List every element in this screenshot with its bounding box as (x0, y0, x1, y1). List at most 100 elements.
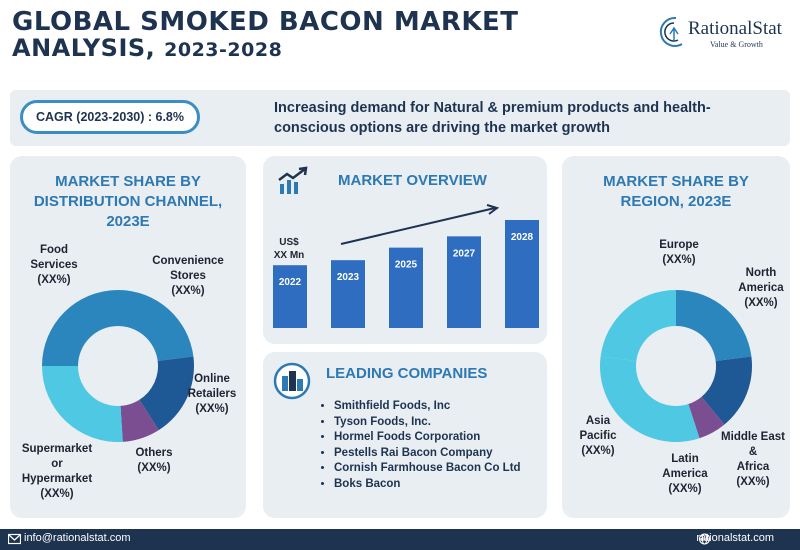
title-line-2-main: ANALYSIS, (12, 34, 165, 63)
label-online-l1: Online (194, 373, 230, 385)
overview-panel: MARKET OVERVIEW US$ XX Mn 2022 2023 2025 20… (263, 156, 547, 344)
bar-2027 (447, 236, 481, 328)
donut-slice-food-services (42, 290, 118, 366)
company-item: Hormel Foods Corporation (334, 430, 554, 446)
label-others-l1: Others (135, 447, 173, 459)
bar-label-2025: 2025 (395, 260, 418, 271)
distribution-title: MARKET SHARE BY DISTRIBUTION CHANNEL, 20… (33, 173, 223, 230)
region-title: MARKET SHARE BY REGION, 2023E (603, 173, 749, 210)
label-mea-l1: Middle East (721, 431, 785, 443)
title-line-1: GLOBAL SMOKED BACON MARKET (12, 7, 519, 37)
donut-slice-latin-america (688, 396, 725, 439)
donut-slice-north-america (676, 290, 752, 361)
company-item: Boks Bacon (334, 477, 554, 493)
donut-slice-supermarket-or-hypermarket (42, 366, 123, 442)
label-food-services-l2: Services (30, 259, 78, 271)
label-latin-america: Latin America (XX%) (650, 452, 720, 497)
unit-label-l2: XX Mn (273, 250, 305, 261)
trend-arrow-line (340, 207, 496, 245)
title-line-2: ANALYSIS, 2023-2028 (12, 34, 572, 63)
label-supermarket-value: (XX%) (40, 488, 74, 500)
label-mea-l2: & (748, 446, 758, 458)
globe-icon (698, 533, 711, 545)
label-online-value: (XX%) (195, 403, 229, 415)
label-latam-l2: America (662, 468, 708, 480)
label-others: Others (XX%) (122, 446, 186, 476)
unit-label: US$ XX Mn (267, 236, 311, 262)
label-online-l2: Retailers (187, 388, 237, 400)
label-mea-value: (XX%) (736, 476, 770, 488)
donut-slice-online-retailers (139, 356, 194, 431)
distribution-donut-chart (42, 290, 194, 442)
company-item: Pestells Rai Bacon Company (334, 446, 554, 462)
label-latam-l1: Latin (671, 453, 699, 465)
bar-label-2028: 2028 (511, 232, 534, 243)
logo-tagline: Value & Growth (710, 40, 763, 49)
company-item: Tyson Foods, Inc. (334, 415, 554, 431)
label-middle-east-africa: Middle East & Africa (XX%) (716, 430, 790, 490)
footer-email-link[interactable]: info@rationalstat.com (24, 532, 131, 544)
label-mea-l3: Africa (736, 461, 770, 473)
label-na-l2: America (738, 282, 784, 294)
bar-label-2027: 2027 (453, 248, 476, 259)
rationalstat-logo[interactable]: RationalStat Value & Growth (658, 14, 788, 54)
label-apac-l2: Pacific (579, 430, 617, 442)
label-food-services-value: (XX%) (37, 274, 71, 286)
cagr-banner: CAGR (2023-2030) : 6.8% Increasing deman… (10, 90, 790, 146)
label-na-value: (XX%) (744, 297, 778, 309)
banner-text: Increasing demand for Natural & premium … (274, 100, 711, 136)
market-overview-bar-chart: 2022 2023 2025 2027 2028 (273, 204, 539, 328)
label-europe-value: (XX%) (662, 254, 696, 266)
label-supermarket: Supermarket or Hypermarket (XX%) (14, 442, 100, 502)
bar-2022 (273, 265, 307, 328)
label-apac-value: (XX%) (581, 445, 615, 457)
trend-arrow-head (486, 204, 500, 215)
label-latam-value: (XX%) (668, 483, 702, 495)
company-item: Smithfield Foods, Inc (334, 399, 554, 415)
label-supermarket-l3: Hypermarket (21, 473, 93, 485)
overview-title: MARKET OVERVIEW (338, 172, 487, 189)
bar-2028 (505, 220, 539, 328)
label-convenience-value: (XX%) (171, 285, 205, 297)
label-online-retailers: Online Retailers (XX%) (180, 372, 244, 417)
label-others-value: (XX%) (137, 462, 171, 474)
company-list: Smithfield Foods, Inc Tyson Foods, Inc. … (320, 399, 554, 492)
footer-website-link[interactable]: rationalstat.com (696, 532, 774, 544)
growth-chart-icon (278, 166, 308, 194)
title-years: 2023-2028 (164, 39, 283, 62)
label-convenience-l1: Convenience (152, 255, 224, 267)
buildings-icon (273, 362, 311, 400)
donut-slice-others (120, 399, 159, 442)
bar-label-2022: 2022 (279, 277, 302, 288)
company-item: Cornish Farmhouse Bacon Co Ltd (334, 461, 554, 477)
label-europe: Europe (XX%) (644, 238, 714, 268)
logo-swirl-icon (659, 16, 683, 47)
logo-name: RationalStat (688, 18, 782, 39)
bar-label-2023: 2023 (337, 272, 360, 283)
leading-companies-panel: LEADING COMPANIES Smithfield Foods, Inc … (263, 352, 547, 518)
label-food-services-l1: Food (39, 244, 69, 256)
region-panel: MARKET SHARE BY REGION, 2023E Europe (XX… (562, 156, 790, 518)
donut-slice-asia-pacific (600, 356, 700, 442)
region-donut-chart (600, 290, 752, 442)
bar-2023 (331, 260, 365, 328)
label-supermarket-l1: Supermarket (21, 443, 93, 455)
label-convenience-stores: Convenience Stores (XX%) (138, 254, 238, 299)
leading-companies-title: LEADING COMPANIES (326, 365, 488, 382)
email-icon (8, 533, 21, 545)
unit-label-l1: US$ (279, 237, 299, 248)
donut-slice-middle-east-africa (701, 356, 752, 425)
label-europe-l1: Europe (659, 239, 699, 251)
label-food-services: Food Services (XX%) (16, 243, 92, 288)
label-asia-pacific: Asia Pacific (XX%) (568, 414, 628, 459)
cagr-badge: CAGR (2023-2030) : 6.8% (20, 100, 200, 134)
label-apac-l1: Asia (585, 415, 611, 427)
label-supermarket-l2: or (51, 458, 63, 470)
donut-slice-convenience-stores (118, 290, 194, 361)
label-convenience-l2: Stores (170, 270, 206, 282)
distribution-panel: MARKET SHARE BY DISTRIBUTION CHANNEL, 20… (10, 156, 246, 518)
label-na-l1: North (745, 267, 777, 279)
footer-bar: info@rationalstat.com rationalstat.com (0, 529, 800, 550)
page-title: GLOBAL SMOKED BACON MARKET ANALYSIS, 202… (12, 8, 572, 62)
bar-2025 (389, 247, 423, 328)
